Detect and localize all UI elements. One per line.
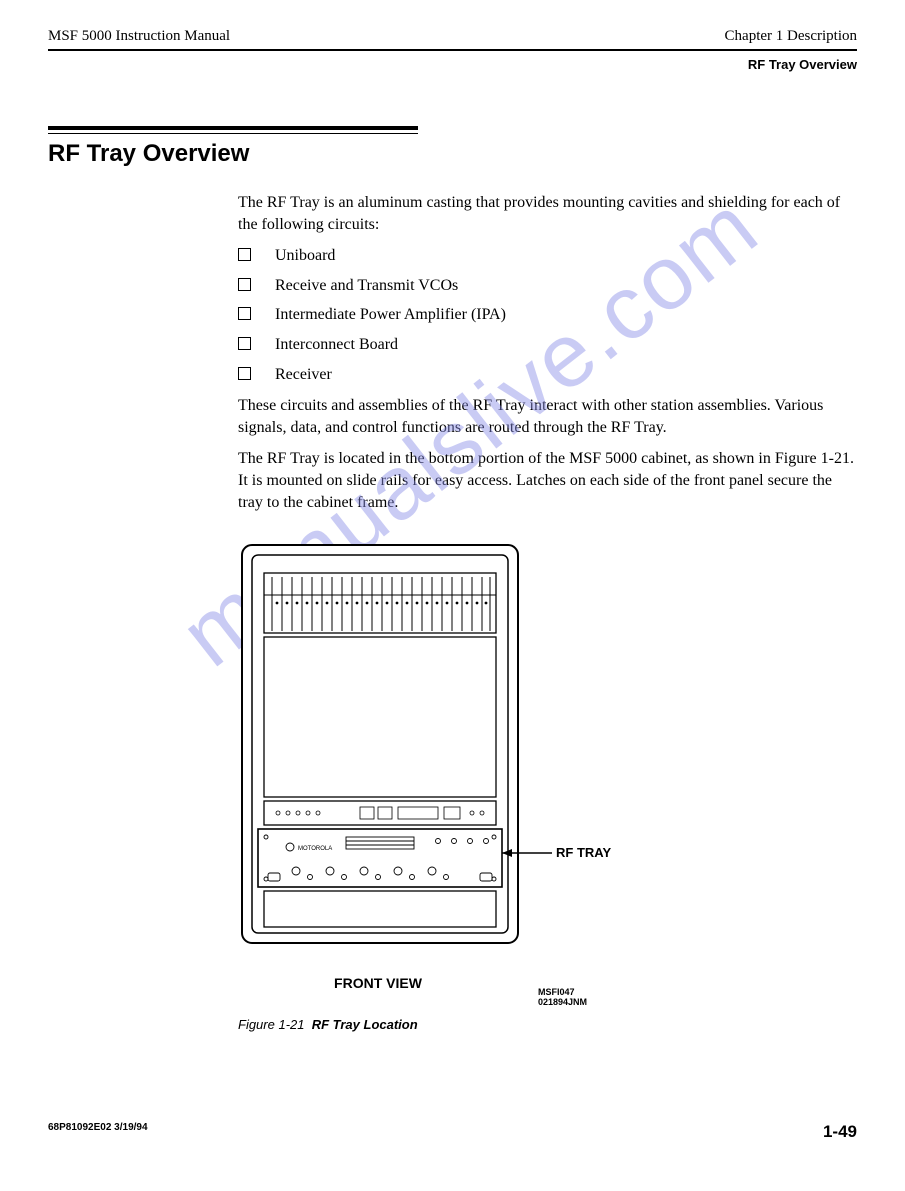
paragraph-3: The RF Tray is located in the bottom por… [238, 448, 857, 513]
checkbox-icon [238, 248, 251, 261]
figure-code-1: MSFI047 [538, 987, 575, 997]
figure-number: Figure 1-21 [238, 1017, 304, 1032]
list-item-label: Receiver [275, 364, 332, 386]
figure: MOTOROLA RF TRAY [238, 541, 857, 1032]
list-item-label: Receive and Transmit VCOs [275, 275, 458, 297]
footer-right: 1-49 [823, 1122, 857, 1142]
figure-code-2: 021894JNM [538, 997, 587, 1007]
figure-title: RF Tray Location [312, 1017, 418, 1032]
body-text: The RF Tray is an aluminum casting that … [238, 192, 857, 513]
rf-tray-callout: RF TRAY [556, 845, 611, 860]
checkbox-icon [238, 337, 251, 350]
page-footer: 68P81092E02 3/19/94 1-49 [48, 1122, 857, 1142]
header-right: Chapter 1 Description [725, 28, 857, 45]
list-item-label: Uniboard [275, 245, 335, 267]
circuit-list: Uniboard Receive and Transmit VCOs Inter… [238, 245, 857, 385]
section-title: RF Tray Overview [48, 140, 857, 168]
list-item: Interconnect Board [238, 334, 857, 356]
figure-code: MSFI047 021894JNM [538, 988, 587, 1008]
list-item: Receive and Transmit VCOs [238, 275, 857, 297]
checkbox-icon [238, 367, 251, 380]
paragraph-2: These circuits and assemblies of the RF … [238, 395, 857, 438]
checkbox-icon [238, 307, 251, 320]
list-item-label: Intermediate Power Amplifier (IPA) [275, 304, 506, 326]
section-rule [48, 126, 418, 134]
figure-caption: Figure 1-21 RF Tray Location [238, 1017, 857, 1032]
list-item-label: Interconnect Board [275, 334, 398, 356]
list-item: Uniboard [238, 245, 857, 267]
cabinet-diagram: MOTOROLA [238, 541, 578, 961]
svg-text:MOTOROLA: MOTOROLA [298, 846, 332, 852]
page-header: MSF 5000 Instruction Manual Chapter 1 De… [48, 28, 857, 51]
list-item: Intermediate Power Amplifier (IPA) [238, 304, 857, 326]
footer-left: 68P81092E02 3/19/94 [48, 1122, 148, 1142]
front-view-label: FRONT VIEW [238, 975, 518, 991]
intro-paragraph: The RF Tray is an aluminum casting that … [238, 192, 857, 235]
checkbox-icon [238, 278, 251, 291]
list-item: Receiver [238, 364, 857, 386]
header-left: MSF 5000 Instruction Manual [48, 28, 230, 45]
header-sub: RF Tray Overview [48, 57, 857, 72]
